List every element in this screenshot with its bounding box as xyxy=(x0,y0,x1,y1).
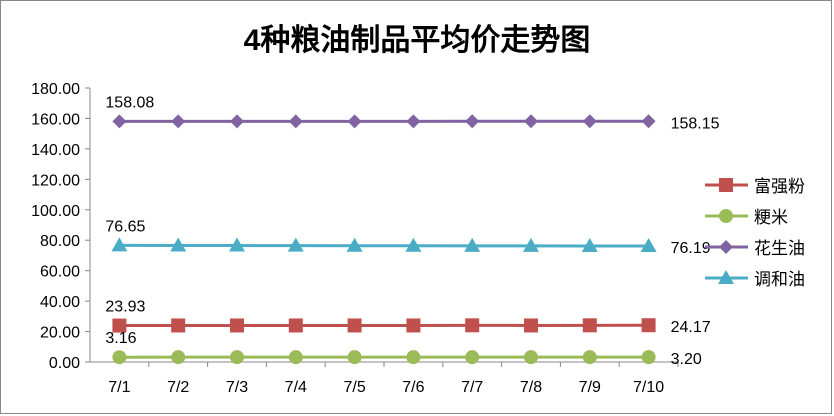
square-marker xyxy=(288,318,303,333)
circle-marker xyxy=(112,350,127,365)
x-tick-label: 7/2 xyxy=(167,379,189,396)
data-label-first: 76.65 xyxy=(105,218,145,235)
diamond-marker xyxy=(524,114,538,129)
data-label-first: 23.93 xyxy=(105,299,145,316)
legend-label: 粳米 xyxy=(754,208,788,227)
legend-item: 粳米 xyxy=(705,208,788,227)
x-tick-label: 7/7 xyxy=(461,379,483,396)
square-marker xyxy=(112,318,127,333)
circle-marker xyxy=(230,350,244,365)
series-square: 23.93 24.17 xyxy=(105,299,710,337)
y-tick-label: 80.00 xyxy=(40,233,80,250)
data-label-last: 158.15 xyxy=(671,115,720,132)
legend-item: 调和油 xyxy=(705,270,805,289)
square-marker xyxy=(171,318,186,333)
y-tick-label: 120.00 xyxy=(31,172,80,189)
triangle-marker xyxy=(111,237,128,252)
diamond-marker xyxy=(347,114,362,129)
x-tick-label: 7/6 xyxy=(402,379,424,396)
legend-label: 花生油 xyxy=(754,239,805,258)
triangle-marker xyxy=(346,237,363,252)
x-tick-label: 7/3 xyxy=(226,379,248,396)
circle-marker xyxy=(171,350,186,365)
x-tick-label: 7/9 xyxy=(579,379,601,396)
chart-title: 4种粮油制品平均价走势图 xyxy=(244,23,591,57)
triangle-marker xyxy=(464,237,481,252)
data-label-last: 3.20 xyxy=(671,351,702,368)
circle-marker xyxy=(524,350,538,365)
diamond-marker xyxy=(641,114,656,129)
triangle-marker xyxy=(405,237,422,252)
legend-item: 花生油 xyxy=(705,239,805,258)
square-marker xyxy=(719,178,733,192)
triangle-marker xyxy=(718,270,734,284)
data-label-last: 76.19 xyxy=(671,240,711,257)
triangle-marker xyxy=(170,237,187,252)
circle-marker xyxy=(641,350,656,365)
legend-item: 富强粉 xyxy=(705,177,805,196)
triangle-marker xyxy=(229,237,245,252)
y-tick-label: 160.00 xyxy=(31,111,80,128)
data-label-first: 158.08 xyxy=(105,94,154,111)
data-label-first: 3.16 xyxy=(105,330,136,347)
square-marker xyxy=(230,318,244,333)
y-tick-label: 100.00 xyxy=(31,203,80,220)
diamond-marker xyxy=(406,114,421,129)
data-label-last: 24.17 xyxy=(671,319,711,336)
square-marker xyxy=(465,318,480,333)
triangle-marker xyxy=(523,237,539,252)
diamond-marker xyxy=(171,114,186,129)
series-diamond: 158.08 158.15 xyxy=(105,94,719,132)
legend-label: 调和油 xyxy=(754,270,805,289)
series-line xyxy=(119,243,649,248)
x-tick-label: 7/10 xyxy=(633,379,664,396)
circle-marker xyxy=(347,350,362,365)
x-tick-label: 7/1 xyxy=(108,379,130,396)
y-tick-label: 40.00 xyxy=(40,294,80,311)
diamond-marker xyxy=(112,114,127,129)
diamond-marker xyxy=(465,114,480,129)
diamond-marker xyxy=(288,114,303,129)
x-tick-label: 7/4 xyxy=(285,379,307,396)
diamond-marker xyxy=(582,114,597,129)
circle-marker xyxy=(582,350,597,365)
x-tick-label: 7/8 xyxy=(520,379,542,396)
triangle-marker xyxy=(581,238,598,253)
y-tick-label: 0.00 xyxy=(49,355,80,372)
y-tick-label: 180.00 xyxy=(31,81,80,98)
y-tick-label: 140.00 xyxy=(31,142,80,159)
y-tick-label: 60.00 xyxy=(40,264,80,281)
triangle-marker xyxy=(287,237,304,252)
square-marker xyxy=(524,318,538,333)
circle-marker xyxy=(465,350,480,365)
circle-marker xyxy=(288,350,303,365)
square-marker xyxy=(406,318,421,333)
square-marker xyxy=(641,318,656,333)
diamond-marker xyxy=(230,114,244,129)
series-circle: 3.16 3.20 xyxy=(105,330,701,368)
circle-marker xyxy=(406,350,421,365)
square-marker xyxy=(347,318,362,333)
legend-label: 富强粉 xyxy=(754,177,805,196)
y-tick-label: 20.00 xyxy=(40,325,80,342)
triangle-marker xyxy=(640,238,657,253)
series-triangle: 76.65 76.19 xyxy=(105,218,710,257)
circle-marker xyxy=(719,209,733,223)
x-tick-label: 7/5 xyxy=(343,379,365,396)
diamond-marker xyxy=(719,240,733,254)
square-marker xyxy=(582,318,597,333)
